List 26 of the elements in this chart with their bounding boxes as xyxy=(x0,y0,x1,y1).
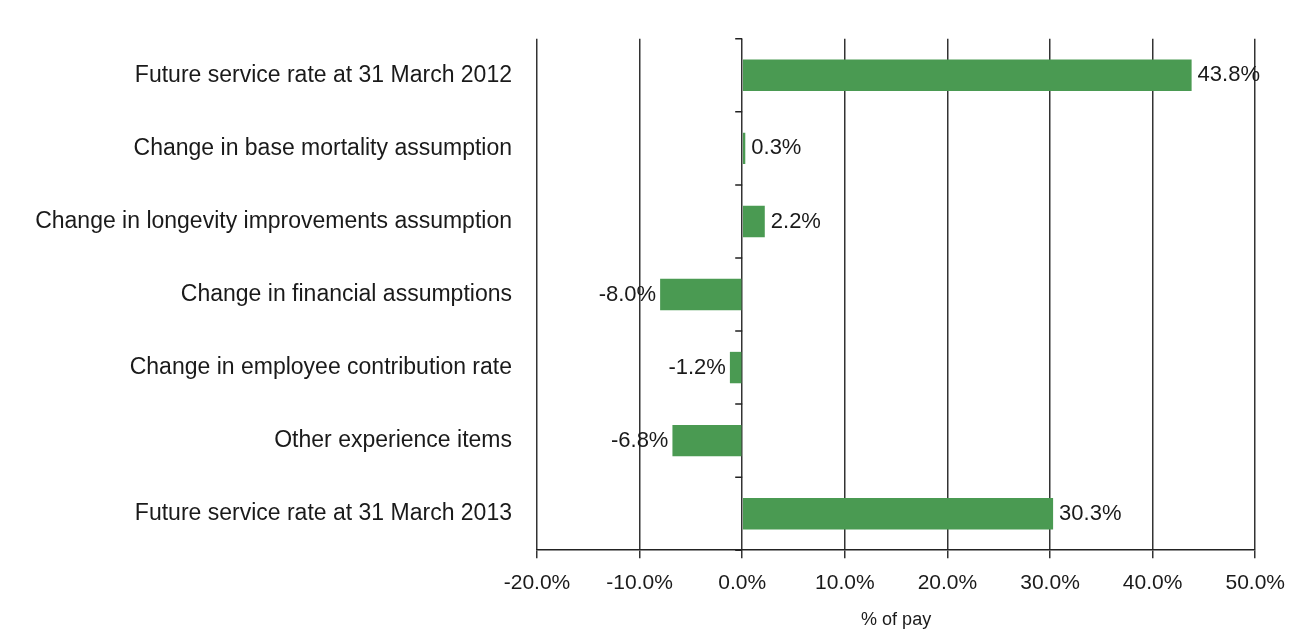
y-tick-label: Future service rate at 31 March 2013 xyxy=(134,499,512,526)
y-tick-label: Other experience items xyxy=(274,425,512,452)
bar xyxy=(742,497,1054,530)
x-tick-label: 20.0% xyxy=(917,569,978,593)
data-label: -1.2% xyxy=(668,353,726,379)
y-tick-label: Change in longevity improvements assumption xyxy=(35,206,512,233)
y-tick-label: Future service rate at 31 March 2012 xyxy=(134,60,512,87)
y-tick-label: Change in employee contribution rate xyxy=(129,352,512,379)
bar xyxy=(742,205,765,238)
x-tick-label: -20.0% xyxy=(503,569,571,593)
y-tick-label: Change in base mortality assumption xyxy=(133,133,512,160)
bar xyxy=(729,351,742,384)
bar xyxy=(660,278,742,311)
data-label: 0.3% xyxy=(751,134,802,160)
data-label: 30.3% xyxy=(1059,499,1122,525)
bar xyxy=(742,59,1192,92)
x-tick-label: -10.0% xyxy=(606,569,673,593)
x-tick-label: 30.0% xyxy=(1020,569,1080,593)
x-tick-label: 10.0% xyxy=(815,569,875,593)
y-tick-label: Change in financial assumptions xyxy=(180,279,512,306)
bar xyxy=(672,424,742,457)
x-tick-label: 0.0% xyxy=(718,569,767,593)
x-tick-label: 50.0% xyxy=(1225,569,1285,593)
data-label: 2.2% xyxy=(770,207,821,233)
x-tick-label: 40.0% xyxy=(1122,569,1183,593)
x-axis-title: % of pay xyxy=(861,609,932,630)
